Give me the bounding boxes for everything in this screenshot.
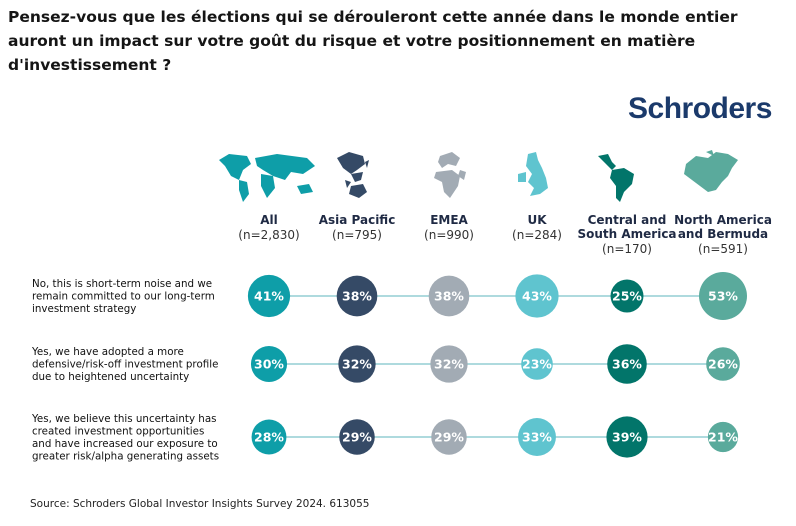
bubble-r2-c3 xyxy=(430,345,468,383)
bubble-r2-c5 xyxy=(607,344,647,384)
bubble-label-r3-c4: 33% xyxy=(522,429,552,444)
bubble-label-r1-c2: 38% xyxy=(342,288,372,303)
bubble-r2-c1 xyxy=(250,345,288,383)
bubble-r1-c6 xyxy=(699,272,747,320)
column-header-1: All xyxy=(260,213,278,227)
row-labels: No, this is short-term noise and we remai… xyxy=(31,278,219,462)
bubble-r3-c3 xyxy=(431,419,467,455)
bubble-label-r3-c3: 29% xyxy=(434,429,464,444)
column-n-6: (n=591) xyxy=(698,242,748,256)
bubble-label-r3-c6: 21% xyxy=(708,429,738,444)
bubble-rows: 41% 38% 38% 43% 25% 53% 30% 32% 32% 23% 36% 26% 28% 2… xyxy=(247,272,747,458)
region-map-icons xyxy=(219,150,738,202)
bubble-r1-c1 xyxy=(247,274,291,318)
asia-pacific-map-icon xyxy=(337,152,369,198)
bubble-label-r2-c5: 36% xyxy=(612,356,642,371)
bubble-label-r2-c6: 26% xyxy=(708,356,738,371)
source-note: Source: Schroders Global Investor Insigh… xyxy=(30,498,370,510)
bubble-r2-c6 xyxy=(706,347,740,381)
row-label-3: Yes, we believe this uncertainty has crea… xyxy=(31,413,219,463)
bubble-label-r1-c4: 43% xyxy=(522,288,552,303)
bubble-label-r3-c1: 28% xyxy=(254,429,284,444)
uk-map-icon xyxy=(518,152,548,196)
latin-america-map-icon xyxy=(598,154,634,202)
emea-map-icon xyxy=(434,152,466,198)
column-header-5: Central and South America xyxy=(577,213,676,241)
bubble-label-r2-c1: 30% xyxy=(254,356,284,371)
column-header-3: EMEA xyxy=(430,213,468,227)
bubble-r1-c4 xyxy=(515,274,559,318)
bubble-label-r2-c3: 32% xyxy=(434,356,464,371)
chart-title: Pensez-vous que les élections qui se dér… xyxy=(8,8,738,74)
column-n-1: (n=2,830) xyxy=(238,228,299,242)
column-header-2: Asia Pacific xyxy=(319,213,396,227)
bubble-label-r3-c2: 29% xyxy=(342,429,372,444)
row-label-1: No, this is short-term noise and we remai… xyxy=(32,278,215,315)
bubble-label-r3-c5: 39% xyxy=(612,429,642,444)
schroders-logo: Schroders xyxy=(628,92,772,125)
column-n-4: (n=284) xyxy=(512,228,562,242)
bubble-r3-c2 xyxy=(339,419,375,455)
bubble-label-r1-c1: 41% xyxy=(254,288,284,303)
bubble-label-r2-c4: 23% xyxy=(522,356,552,371)
bubble-label-r1-c6: 53% xyxy=(708,288,738,303)
bubble-r3-c6 xyxy=(707,421,739,453)
bubble-r2-c4 xyxy=(521,348,553,380)
column-headers: All(n=2,830) Asia Pacific(n=795) EMEA(n=99… xyxy=(238,213,772,256)
bubble-r3-c5 xyxy=(606,416,648,458)
north-america-map-icon xyxy=(684,150,738,192)
column-n-2: (n=795) xyxy=(332,228,382,242)
column-n-3: (n=990) xyxy=(424,228,474,242)
bubble-r1-c2 xyxy=(336,275,378,317)
bubble-r3-c4 xyxy=(518,418,556,456)
column-header-4: UK xyxy=(527,213,547,227)
bubble-label-r1-c3: 38% xyxy=(434,288,464,303)
world-map-icon xyxy=(219,154,315,202)
column-header-6: North America and Bermuda xyxy=(674,213,772,241)
bubble-label-r2-c2: 32% xyxy=(342,356,372,371)
bubble-r3-c1 xyxy=(251,419,287,455)
bubble-r1-c3 xyxy=(428,275,470,317)
bubble-label-r1-c5: 25% xyxy=(612,288,642,303)
row-label-2: Yes, we have adopted a more defensive/ris… xyxy=(31,346,218,383)
bubble-r1-c5 xyxy=(610,279,644,313)
column-n-5: (n=170) xyxy=(602,242,652,256)
bubble-r2-c2 xyxy=(338,345,376,383)
